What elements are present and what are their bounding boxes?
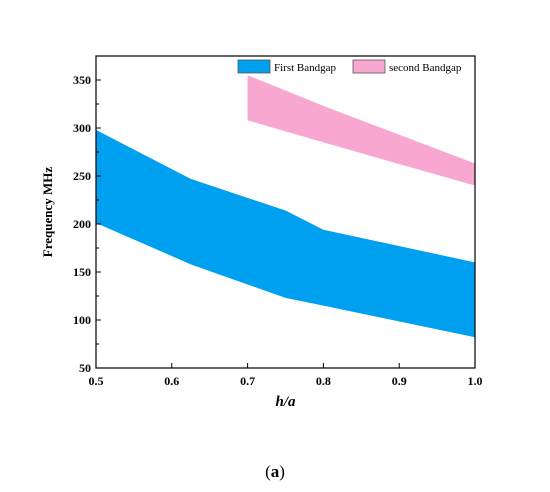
- y-tick-label: 100: [73, 313, 91, 327]
- legend: First Bandgap second Bandgap: [237, 59, 462, 74]
- figure-caption: (a): [0, 462, 550, 482]
- x-tick-label: 0.5: [89, 374, 104, 388]
- x-tick-label: 1.0: [468, 374, 483, 388]
- y-axis-title: Frequency MHz: [40, 167, 55, 258]
- legend-label: second Bandgap: [389, 62, 462, 74]
- x-tick-label: 0.7: [240, 374, 255, 388]
- legend-swatch: [352, 59, 386, 74]
- legend-label: First Bandgap: [274, 62, 337, 74]
- caption-open: (: [265, 462, 271, 481]
- band-1: [96, 129, 475, 338]
- x-axis-title: h/a: [275, 394, 296, 410]
- band-2: [247, 75, 475, 186]
- x-tick-label: 0.8: [316, 374, 331, 388]
- caption-close: ): [279, 462, 285, 481]
- y-tick-label: 350: [73, 73, 91, 87]
- plot-frame: [95, 55, 476, 369]
- y-tick-label: 200: [73, 217, 91, 231]
- bandgap-areas: [96, 75, 475, 338]
- x-axis: 0.5 0.6 0.7 0.8 0.9 1.0: [89, 363, 483, 388]
- y-tick-label: 300: [73, 121, 91, 135]
- y-axis: 50 100 150 200 250 300 350: [73, 73, 101, 375]
- y-tick-label: 250: [73, 169, 91, 183]
- caption-letter: a: [270, 462, 280, 481]
- y-tick-label: 150: [73, 265, 91, 279]
- legend-swatch: [237, 59, 271, 74]
- y-tick-label: 50: [79, 361, 91, 375]
- x-tick-label: 0.6: [164, 374, 179, 388]
- x-tick-label: 0.9: [392, 374, 407, 388]
